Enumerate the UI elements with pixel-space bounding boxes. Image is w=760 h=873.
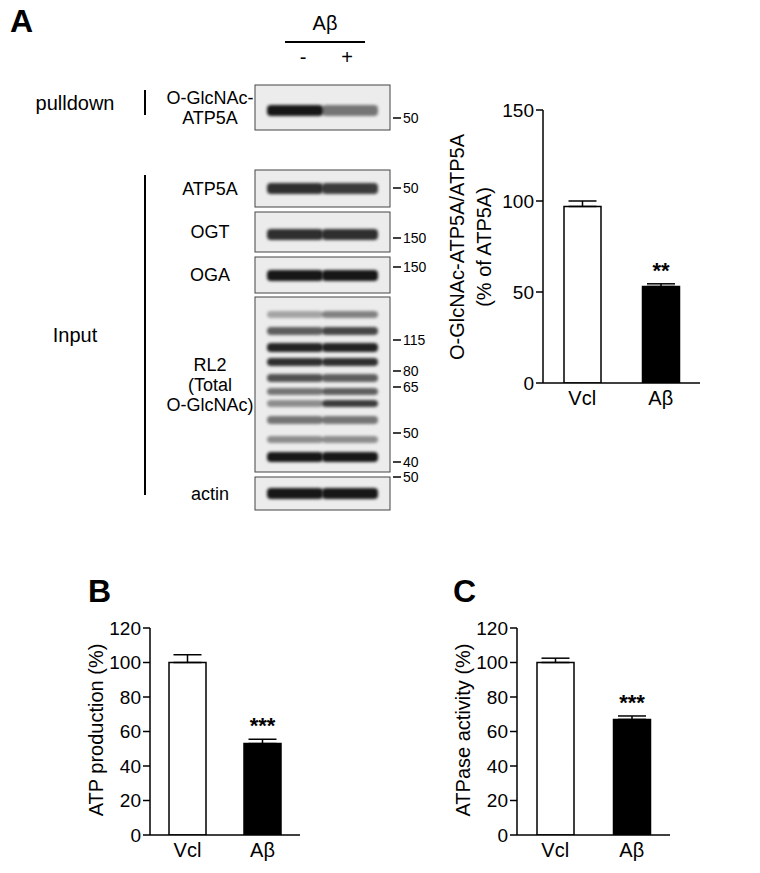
- svg-text:RL2: RL2: [193, 355, 226, 375]
- svg-text:100: 100: [476, 652, 508, 673]
- svg-text:Vcl: Vcl: [541, 839, 569, 861]
- svg-text:***: ***: [619, 690, 645, 715]
- svg-text:0: 0: [523, 373, 534, 394]
- svg-text:40: 40: [120, 756, 141, 777]
- svg-text:O-GlcNAc-ATP5A/ATP5A: O-GlcNAc-ATP5A/ATP5A: [446, 133, 468, 360]
- svg-text:120: 120: [476, 618, 508, 639]
- svg-text:50: 50: [403, 180, 419, 196]
- svg-text:Input: Input: [53, 324, 98, 346]
- svg-text:20: 20: [487, 790, 508, 811]
- svg-text:OGT: OGT: [191, 222, 230, 242]
- svg-text:Aβ: Aβ: [619, 839, 644, 861]
- svg-text:OGA: OGA: [190, 265, 230, 285]
- svg-text:-: -: [300, 46, 307, 68]
- svg-text:Vcl: Vcl: [568, 387, 596, 409]
- svg-text:Aβ: Aβ: [313, 12, 338, 34]
- svg-text:50: 50: [403, 469, 419, 485]
- svg-text:150: 150: [403, 259, 427, 275]
- svg-text:100: 100: [502, 191, 534, 212]
- svg-text:50: 50: [513, 282, 534, 303]
- svg-text:(Total: (Total: [188, 375, 232, 395]
- svg-text:ATP5A: ATP5A: [182, 179, 238, 199]
- svg-text:20: 20: [120, 790, 141, 811]
- svg-text:**: **: [652, 258, 670, 283]
- svg-text:50: 50: [403, 110, 419, 126]
- svg-text:50: 50: [403, 425, 419, 441]
- svg-text:80: 80: [403, 363, 419, 379]
- svg-text:80: 80: [487, 687, 508, 708]
- svg-text:60: 60: [487, 721, 508, 742]
- svg-text:O-GlcNAc): O-GlcNAc): [167, 395, 254, 415]
- svg-text:65: 65: [403, 379, 419, 395]
- svg-text:ATPase activity (%): ATPase activity (%): [452, 644, 474, 817]
- svg-text:B: B: [88, 573, 111, 609]
- svg-text:150: 150: [502, 100, 534, 121]
- svg-text:A: A: [10, 3, 33, 39]
- svg-text:(% of ATP5A): (% of ATP5A): [473, 187, 495, 307]
- svg-text:Aβ: Aβ: [648, 387, 673, 409]
- svg-text:Aβ: Aβ: [250, 839, 275, 861]
- svg-text:actin: actin: [191, 484, 229, 504]
- svg-text:ATP production (%): ATP production (%): [85, 644, 107, 817]
- svg-text:120: 120: [109, 618, 141, 639]
- svg-text:+: +: [341, 46, 353, 68]
- svg-text:80: 80: [120, 687, 141, 708]
- svg-text:Vcl: Vcl: [174, 839, 202, 861]
- svg-text:ATP5A: ATP5A: [182, 108, 238, 128]
- svg-text:60: 60: [120, 721, 141, 742]
- svg-text:pulldown: pulldown: [36, 92, 115, 114]
- svg-text:40: 40: [487, 756, 508, 777]
- svg-text:O-GlcNAc-: O-GlcNAc-: [167, 88, 254, 108]
- svg-text:150: 150: [403, 230, 427, 246]
- svg-text:115: 115: [403, 332, 426, 348]
- svg-text:C: C: [453, 573, 476, 609]
- svg-text:***: ***: [250, 713, 276, 738]
- svg-text:100: 100: [109, 652, 141, 673]
- svg-text:0: 0: [130, 825, 141, 846]
- svg-text:0: 0: [497, 825, 508, 846]
- svg-text:40: 40: [403, 454, 419, 470]
